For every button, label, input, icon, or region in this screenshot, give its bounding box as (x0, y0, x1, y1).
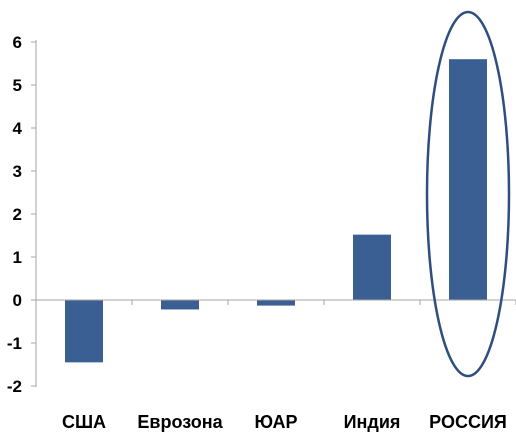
bars (65, 59, 487, 363)
y-tick-label: 1 (13, 248, 22, 267)
x-category-label: РОССИЯ (429, 412, 507, 432)
y-tick-label: -2 (7, 377, 22, 396)
x-category-label: Индия (344, 412, 401, 432)
x-category-label: США (62, 412, 106, 432)
axes (31, 40, 516, 387)
highlight (425, 10, 511, 378)
highlight-ellipse (425, 10, 511, 378)
bar (161, 300, 199, 310)
y-tick-label: 5 (13, 76, 22, 95)
x-category-label: Еврозона (137, 412, 223, 432)
x-category-label: ЮАР (254, 412, 297, 432)
bar (257, 300, 295, 306)
bar (353, 234, 391, 300)
bar (449, 59, 487, 301)
y-tick-label: 2 (13, 205, 22, 224)
y-tick-label: 3 (13, 162, 22, 181)
y-axis-ticks: 6 5 4 3 2 1 0 -1 -2 (7, 33, 23, 396)
y-tick-label: 6 (13, 33, 22, 52)
x-axis-labels: США Еврозона ЮАР Индия РОССИЯ (62, 412, 507, 432)
y-tick-label: 4 (13, 119, 23, 138)
y-tick-label: 0 (13, 291, 22, 310)
bar (65, 300, 103, 363)
y-tick-label: -1 (7, 334, 22, 353)
